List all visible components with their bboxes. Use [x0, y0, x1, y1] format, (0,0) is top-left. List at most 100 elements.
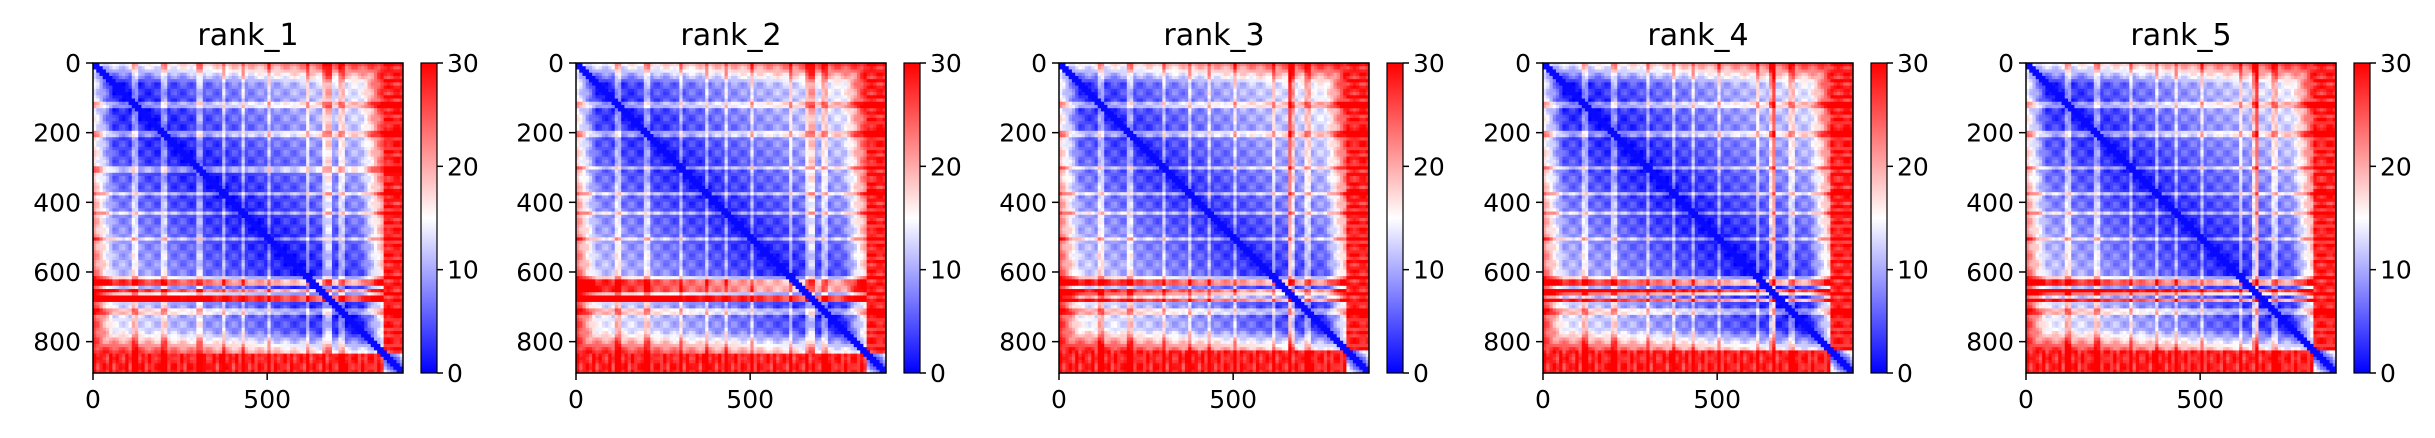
heatmap-cell: [273, 114, 278, 119]
heatmap-cell: [105, 150, 110, 154]
heatmap-cell: [270, 92, 275, 96]
heatmap-cell: [270, 192, 275, 196]
heatmap-cell: [218, 134, 223, 138]
heatmap-cell: [115, 124, 120, 128]
heatmap-cell: [151, 104, 155, 109]
heatmap-cell: [167, 66, 171, 70]
heatmap-cell: [293, 163, 297, 167]
heatmap-cell: [335, 227, 339, 232]
heatmap-cell: [102, 63, 107, 67]
heatmap-cell: [377, 95, 381, 99]
heatmap-cell: [299, 185, 304, 190]
heatmap-cell: [354, 130, 359, 135]
heatmap-cell: [396, 85, 401, 90]
heatmap-cell: [173, 159, 178, 164]
heatmap-cell: [157, 114, 162, 119]
heatmap-cell: [99, 130, 104, 135]
heatmap-cell: [212, 140, 217, 145]
heatmap-cell: [134, 127, 139, 132]
heatmap-cell: [351, 134, 355, 138]
heatmap-cell: [341, 227, 346, 232]
heatmap-cell: [238, 104, 242, 109]
heatmap-cell: [364, 82, 368, 87]
heatmap-cell: [157, 143, 162, 148]
heatmap-cell: [193, 114, 197, 119]
heatmap-cell: [241, 108, 246, 112]
heatmap-cell: [96, 159, 100, 164]
heatmap-cell: [147, 66, 152, 70]
heatmap-cell: [289, 92, 294, 96]
heatmap-cell: [335, 218, 339, 222]
heatmap-cell: [160, 188, 165, 193]
heatmap-cell: [186, 66, 191, 70]
heatmap-cell: [299, 79, 304, 83]
heatmap-cell: [273, 169, 278, 174]
heatmap-cell: [283, 176, 288, 180]
heatmap-cell: [344, 198, 349, 203]
heatmap-cell: [315, 227, 320, 232]
heatmap-cell: [341, 108, 346, 112]
heatmap-cell: [286, 224, 291, 229]
heatmap-cell: [193, 172, 197, 177]
heatmap-cell: [183, 72, 188, 77]
heatmap-cell: [399, 208, 404, 212]
heatmap-cell: [383, 224, 388, 229]
heatmap-cell: [176, 153, 181, 158]
heatmap-cell: [167, 130, 171, 135]
heatmap-cell: [118, 130, 123, 135]
heatmap-cell: [244, 146, 249, 151]
heatmap-cell: [199, 104, 204, 109]
heatmap-cell: [241, 153, 246, 158]
heatmap-cell: [386, 214, 391, 219]
heatmap-cell: [390, 82, 394, 87]
heatmap-cell: [309, 143, 313, 148]
heatmap-cell: [189, 75, 194, 80]
heatmap-cell: [180, 111, 184, 116]
heatmap-cell: [367, 108, 372, 112]
heatmap-cell: [131, 227, 136, 232]
heatmap-cell: [341, 75, 346, 80]
heatmap-cell: [199, 85, 204, 90]
heatmap-cell: [105, 72, 110, 77]
heatmap-cell: [312, 134, 317, 138]
heatmap-cell: [93, 192, 97, 196]
heatmap-cell: [344, 66, 349, 70]
heatmap-cell: [180, 182, 184, 187]
heatmap-cell: [218, 195, 223, 200]
heatmap-cell: [225, 98, 230, 103]
heatmap-cell: [151, 137, 155, 141]
heatmap-cell: [131, 75, 136, 80]
heatmap-cell: [164, 166, 168, 170]
heatmap-cell: [325, 221, 330, 225]
heatmap-cell: [186, 137, 191, 141]
heatmap-cell: [393, 143, 397, 148]
heatmap-cell: [93, 185, 97, 190]
heatmap-cell: [377, 205, 381, 209]
heatmap-cell: [102, 95, 107, 99]
heatmap-cell: [286, 146, 291, 151]
heatmap-cell: [122, 221, 126, 225]
heatmap-cell: [386, 195, 391, 200]
heatmap-cell: [260, 85, 265, 90]
heatmap-cell: [105, 208, 110, 212]
heatmap-cell: [222, 201, 226, 206]
heatmap-cell: [280, 182, 284, 187]
heatmap-cell: [176, 69, 181, 74]
heatmap-cell: [328, 75, 333, 80]
heatmap-cell: [186, 159, 191, 164]
heatmap-cell: [390, 88, 394, 93]
heatmap-cell: [176, 66, 181, 70]
heatmap-cell: [364, 146, 368, 151]
heatmap-cell: [131, 117, 136, 122]
heatmap-cell: [186, 85, 191, 90]
heatmap-cell: [383, 198, 388, 203]
heatmap-cell: [302, 98, 307, 103]
heatmap-cell: [257, 75, 262, 80]
heatmap-cell: [196, 137, 200, 141]
heatmap-cell: [302, 205, 307, 209]
heatmap-cell: [99, 172, 104, 177]
heatmap-cell: [319, 182, 323, 187]
heatmap-cell: [277, 114, 281, 119]
heatmap-cell: [199, 182, 204, 187]
heatmap-cell: [377, 85, 381, 90]
